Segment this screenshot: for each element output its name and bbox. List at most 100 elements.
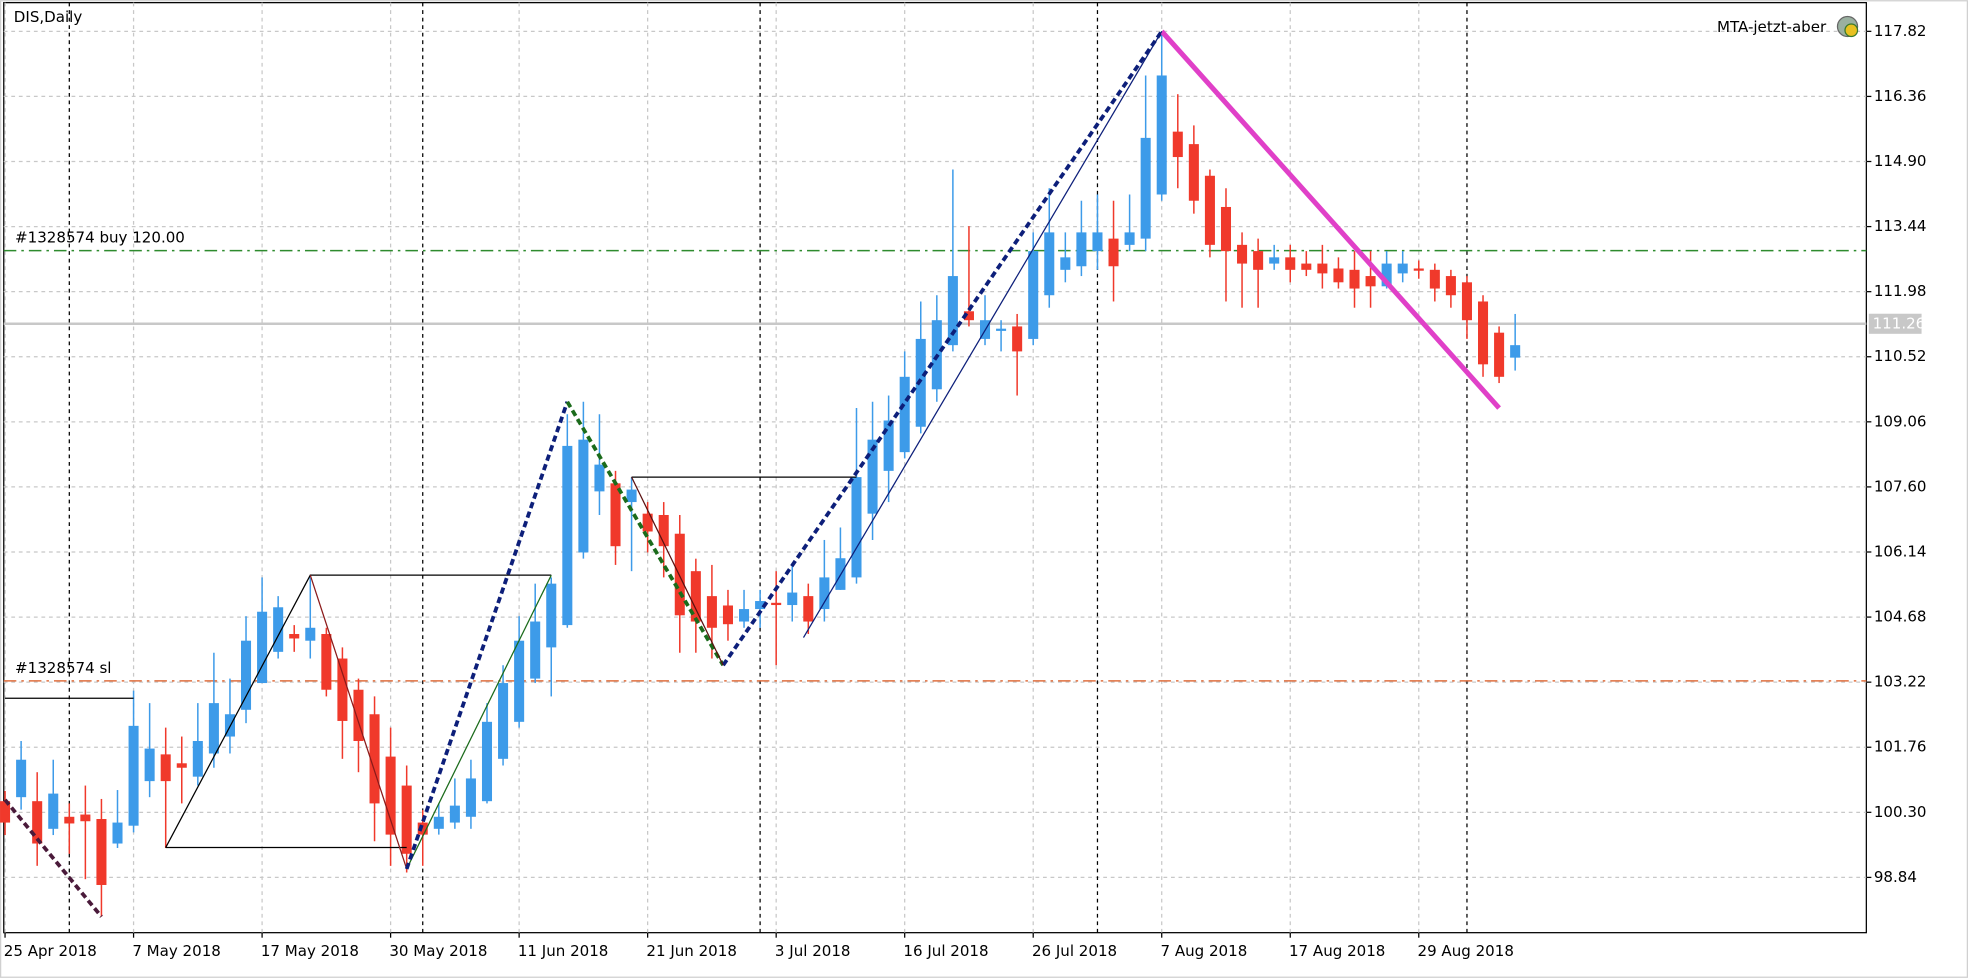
- candle-body: [514, 640, 525, 722]
- candle-body: [48, 793, 59, 829]
- x-tick-label: 7 May 2018: [132, 942, 221, 960]
- candle-body: [867, 439, 878, 514]
- x-tick-label: 30 May 2018: [389, 942, 487, 960]
- chart-title: DIS,Daily: [14, 8, 83, 26]
- candle-body: [1317, 263, 1328, 274]
- y-tick-label: 106.14: [1874, 542, 1927, 560]
- candle-body: [16, 759, 27, 798]
- y-tick-label: 100.30: [1874, 803, 1927, 821]
- candle-body: [401, 785, 412, 854]
- candle-body: [1204, 175, 1215, 245]
- y-tick-label: 107.60: [1874, 477, 1927, 495]
- candle-body: [610, 483, 621, 547]
- candle-body: [1269, 257, 1280, 264]
- x-tick-label: 29 Aug 2018: [1418, 942, 1514, 960]
- indicator-icon: [1836, 15, 1859, 38]
- candle-body: [546, 583, 557, 648]
- candle-body: [722, 605, 733, 625]
- y-tick-label: 116.36: [1874, 87, 1927, 105]
- candle-body: [787, 592, 798, 606]
- trend-drawing: [1159, 29, 1501, 410]
- x-tick-label: 11 Jun 2018: [518, 942, 609, 960]
- candle-body: [771, 602, 782, 606]
- candle-body: [305, 627, 316, 641]
- x-tick-label: 17 Aug 2018: [1289, 942, 1385, 960]
- candle-body: [481, 721, 493, 802]
- candle-body: [128, 725, 139, 826]
- candle-body: [449, 805, 460, 823]
- candle-body: [642, 513, 653, 532]
- candle-body: [706, 596, 717, 628]
- x-tick-label: 17 May 2018: [261, 942, 359, 960]
- candle-body: [1092, 232, 1103, 252]
- candle-body: [1349, 269, 1360, 289]
- candle-body: [417, 822, 428, 835]
- order-label: #1328574 sl: [15, 659, 111, 677]
- candle-body: [739, 609, 750, 622]
- trend-drawing: [406, 574, 552, 870]
- y-tick-label: 111.98: [1874, 282, 1927, 300]
- x-tick-label: 21 Jun 2018: [646, 942, 737, 960]
- candle-body: [241, 640, 252, 710]
- candle-body: [80, 814, 91, 822]
- candle-body: [465, 778, 476, 817]
- trend-drawing: [165, 574, 552, 848]
- candle-body: [1060, 257, 1071, 270]
- candle-body: [899, 376, 910, 453]
- x-tick-label: 26 Jul 2018: [1032, 942, 1117, 960]
- trend-drawing: [631, 476, 724, 666]
- candle-body: [1188, 144, 1199, 201]
- candle-body: [257, 611, 268, 684]
- y-tick-label: 101.76: [1874, 738, 1927, 756]
- candle-body: [1253, 251, 1264, 270]
- candle-body: [1140, 137, 1151, 239]
- candle-body: [1028, 251, 1039, 339]
- candle-body: [289, 634, 300, 639]
- candle-body: [160, 754, 171, 782]
- candle-body: [1333, 268, 1344, 283]
- candle-body: [562, 445, 573, 626]
- candle-body: [819, 577, 830, 610]
- candle-body: [32, 801, 43, 844]
- x-tick-label: 16 Jul 2018: [903, 942, 988, 960]
- candle-body: [947, 276, 958, 346]
- y-tick-label: 104.68: [1874, 608, 1927, 626]
- candle-body: [1108, 238, 1119, 267]
- candle-body: [674, 533, 685, 616]
- candle-body: [1076, 232, 1087, 267]
- icon-dot: [1844, 23, 1859, 38]
- x-tick-label: 3 Jul 2018: [775, 942, 851, 960]
- candle-body: [96, 819, 107, 885]
- candle-body: [1012, 326, 1023, 352]
- candle-body: [1365, 276, 1376, 287]
- candle-body: [1478, 301, 1489, 365]
- order-label: #1328574 buy 120.00: [15, 229, 185, 247]
- candle-body: [1413, 268, 1424, 271]
- plot-marks: [0, 31, 1521, 917]
- candle-body: [530, 621, 541, 679]
- x-tick-label: 7 Aug 2018: [1160, 942, 1247, 960]
- candle-body: [851, 477, 862, 578]
- candle-body: [1172, 131, 1183, 158]
- trend-drawing: [565, 400, 725, 667]
- candle-body: [626, 489, 637, 503]
- candle-body: [144, 748, 155, 782]
- candle-body: [1510, 345, 1521, 358]
- y-tick-label: 113.44: [1874, 217, 1927, 235]
- trend-drawing: [802, 31, 1163, 638]
- x-tick-label: 25 Apr 2018: [4, 942, 97, 960]
- candle-body: [498, 683, 509, 759]
- candle-body: [1156, 75, 1167, 195]
- trend-drawing: [404, 401, 570, 870]
- candle-body: [1381, 263, 1392, 287]
- y-tick-label: 98.84: [1874, 868, 1917, 886]
- candle-body: [963, 311, 974, 321]
- candle-body: [803, 596, 814, 622]
- candle-body: [1445, 276, 1456, 296]
- candle-body: [208, 703, 219, 754]
- candle-body: [1429, 269, 1440, 289]
- candle-body: [883, 420, 894, 471]
